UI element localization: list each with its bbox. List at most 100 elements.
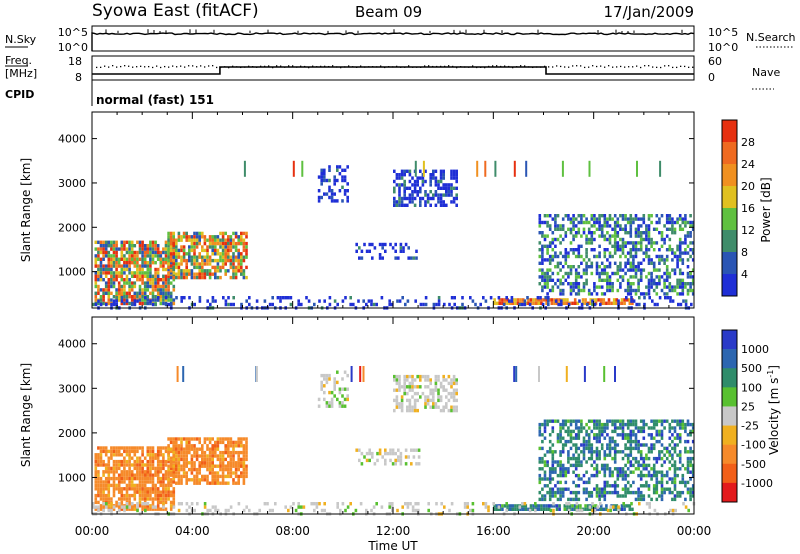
velocity-cell-6 xyxy=(543,473,547,478)
nave-dot xyxy=(400,66,402,68)
power-cell-6 xyxy=(671,268,674,272)
power-cell-5 xyxy=(527,301,530,305)
power-cell-5 xyxy=(594,298,598,302)
velocity-cell-6 xyxy=(551,453,555,457)
velocity-cell-1 xyxy=(203,450,207,455)
power-cell-6 xyxy=(554,282,557,286)
velocity-cell-6 xyxy=(608,450,612,454)
power-cell-6 xyxy=(645,224,648,228)
velocity-cell-6 xyxy=(650,419,653,423)
power-cell-6 xyxy=(668,237,672,242)
power-cell-6 xyxy=(619,261,622,265)
velocity-cell-0 xyxy=(94,476,98,481)
power-cell-0 xyxy=(130,274,134,278)
velocity-cell-6 xyxy=(585,439,588,444)
power-cell-6 xyxy=(626,282,630,286)
velocity-colorbar-swatch xyxy=(722,482,737,503)
power-cell-6 xyxy=(608,278,612,282)
velocity-cell-6 xyxy=(655,480,659,485)
power-cell-6 xyxy=(595,265,599,269)
power-cell-6 xyxy=(671,248,674,252)
power-cell-0 xyxy=(138,301,142,306)
velocity-cell-2 xyxy=(330,401,334,405)
velocity-cell-1 xyxy=(195,471,199,475)
velocity-cell-6 xyxy=(559,463,562,468)
power-cell-6 xyxy=(585,248,588,252)
velocity-cell-6 xyxy=(551,429,555,434)
power-cell-0 xyxy=(112,284,116,289)
velocity-cell-0 xyxy=(102,483,105,488)
power-cell-6 xyxy=(559,292,562,296)
power-cell-1 xyxy=(224,255,227,259)
velocity-cell-2 xyxy=(333,380,336,385)
velocity-cell-1 xyxy=(198,447,201,451)
velocity-cell-6 xyxy=(673,467,677,471)
power-cell-0 xyxy=(104,267,108,272)
power-cell-0 xyxy=(102,240,105,244)
velocity-cell-6 xyxy=(574,443,578,447)
nave-dot xyxy=(228,66,230,69)
velocity-cell-4 xyxy=(400,405,404,409)
velocity-cell-0 xyxy=(146,473,150,477)
velocity-cell-6 xyxy=(556,419,560,423)
nave-dot xyxy=(564,66,566,68)
velocity-cell-5 xyxy=(514,507,517,511)
power-cell-3 xyxy=(368,249,371,253)
power-cell-4 xyxy=(411,176,414,180)
power-cell-4 xyxy=(419,190,422,194)
power-cell-1 xyxy=(219,241,222,246)
velocity-cell-6 xyxy=(616,443,620,447)
power-cell-0 xyxy=(146,298,150,302)
velocity-cell-6 xyxy=(569,436,573,440)
velocity-cell-4 xyxy=(432,402,435,406)
velocity-cell-7 xyxy=(323,502,326,506)
velocity-cell-6 xyxy=(600,429,604,434)
velocity-cell-1 xyxy=(172,450,175,455)
power-cell-1 xyxy=(167,255,170,259)
power-cell-6 xyxy=(572,227,575,231)
power-cell-1 xyxy=(193,262,196,266)
velocity-cell-5 xyxy=(540,504,543,508)
power-cell-1 xyxy=(245,248,248,253)
power-cell-6 xyxy=(556,224,560,228)
nave-dot xyxy=(168,66,170,68)
velocity-cell-1 xyxy=(177,444,181,448)
velocity-cell-0 xyxy=(97,483,100,488)
velocity-cell-0 xyxy=(107,483,111,488)
velocity-streak xyxy=(513,366,516,382)
nave-dot xyxy=(296,66,298,68)
power-cell-0 xyxy=(154,278,157,282)
velocity-cell-0 xyxy=(136,466,139,471)
velocity-cell-6 xyxy=(593,467,596,471)
velocity-cell-2 xyxy=(328,401,331,405)
velocity-cell-6 xyxy=(567,497,570,502)
power-cell-6 xyxy=(580,275,583,279)
power-cell-0 xyxy=(151,274,155,278)
velocity-cell-0 xyxy=(149,473,152,477)
velocity-cell-6 xyxy=(621,477,625,481)
velocity-cell-6 xyxy=(608,484,612,488)
nave-dot xyxy=(376,66,378,68)
power-cell-0 xyxy=(123,264,126,268)
velocity-cell-3 xyxy=(386,451,390,456)
power-cell-2 xyxy=(343,189,347,193)
power-cell-7 xyxy=(365,302,368,307)
velocity-cell-0 xyxy=(97,463,100,467)
velocity-cell-1 xyxy=(242,481,246,485)
power-cell-0 xyxy=(130,254,134,258)
power-cell-1 xyxy=(216,265,220,270)
velocity-cell-1 xyxy=(211,464,214,468)
velocity-cell-6 xyxy=(606,419,609,423)
velocity-cell-2 xyxy=(328,377,331,381)
power-cell-4 xyxy=(426,200,430,204)
power-cell-6 xyxy=(655,285,659,289)
power-cell-6 xyxy=(577,288,581,293)
velocity-cell-6 xyxy=(603,470,607,474)
power-cell-6 xyxy=(548,214,552,218)
velocity-cell-1 xyxy=(182,461,186,465)
power-cell-4 xyxy=(403,179,406,184)
power-cell-0 xyxy=(143,281,147,285)
velocity-cell-1 xyxy=(201,464,204,468)
velocity-cell-6 xyxy=(678,494,682,498)
velocity-cell-7 xyxy=(110,508,113,513)
